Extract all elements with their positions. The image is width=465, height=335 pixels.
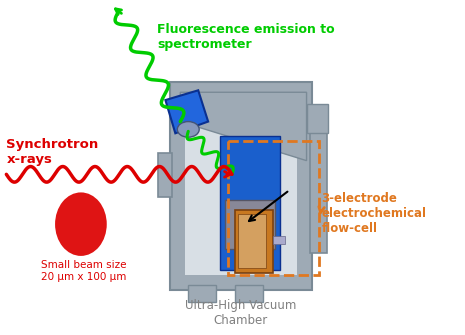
Bar — [228, 141, 319, 275]
Bar — [235, 209, 273, 273]
Text: Ultra-High Vacuum
Chamber: Ultra-High Vacuum Chamber — [185, 299, 297, 327]
Bar — [225, 200, 275, 249]
Polygon shape — [166, 90, 208, 133]
Text: 3-electrode
electrochemical
flow-cell: 3-electrode electrochemical flow-cell — [321, 192, 426, 235]
Ellipse shape — [177, 122, 199, 137]
Ellipse shape — [55, 192, 107, 256]
Bar — [238, 214, 266, 268]
Bar — [159, 153, 173, 197]
Bar — [170, 82, 312, 290]
Bar — [273, 236, 285, 244]
Text: Synchrotron
x-rays: Synchrotron x-rays — [7, 138, 99, 166]
Bar — [220, 136, 280, 270]
Bar — [188, 285, 216, 302]
Bar — [310, 117, 327, 254]
Polygon shape — [180, 92, 306, 161]
Text: Fluorescence emission to
spectrometer: Fluorescence emission to spectrometer — [158, 23, 335, 51]
Text: Small beam size
20 μm x 100 μm: Small beam size 20 μm x 100 μm — [41, 260, 126, 282]
Bar — [185, 97, 297, 275]
Bar — [235, 285, 263, 302]
Bar — [306, 104, 328, 133]
